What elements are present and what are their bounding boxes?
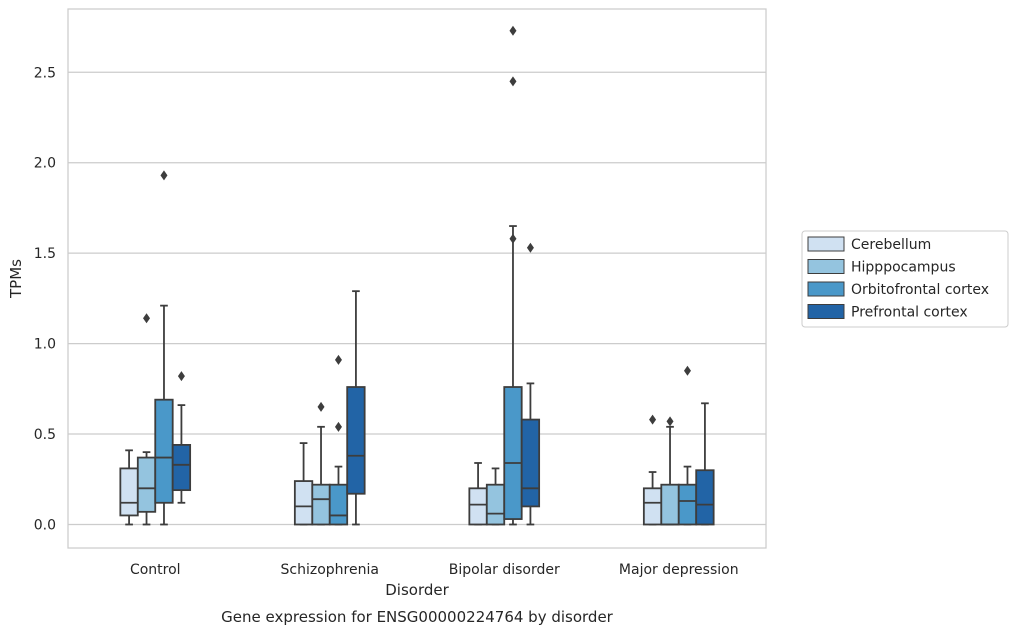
legend-swatch	[807, 281, 845, 297]
y-tick-label: 2.5	[34, 65, 56, 81]
box	[660, 483, 680, 526]
x-tick-label: Schizophrenia	[281, 562, 379, 578]
legend-swatch	[807, 236, 845, 252]
box	[136, 456, 157, 513]
y-axis-ticks: 0.0 0.5 1.0 1.5 2.0 2.5	[34, 65, 56, 533]
box	[328, 483, 349, 526]
legend-item: Orbitofrontal cortex	[807, 281, 989, 298]
outlier-point	[143, 313, 151, 324]
legend-swatch	[807, 304, 845, 319]
box-plot	[485, 467, 506, 526]
legend-frame	[801, 230, 1009, 328]
legend-item: Cerebellum	[807, 236, 931, 253]
legend-label: Prefrontal cortex	[851, 305, 968, 321]
legend-label: Hipppocampus	[851, 260, 956, 276]
box-plot	[520, 242, 541, 526]
box	[485, 483, 506, 526]
box-plot	[293, 442, 314, 526]
outlier-point	[160, 170, 168, 181]
x-axis-label: Disorder	[385, 581, 449, 599]
outlier-point	[509, 233, 517, 244]
y-tick-label: 1.0	[34, 337, 56, 353]
box	[119, 467, 139, 517]
box-plot	[328, 354, 349, 526]
legend: Cerebellum Hipppocampus Orbitofrontal cort…	[801, 230, 1009, 328]
legend-label: Orbitofrontal cortex	[851, 282, 989, 298]
box	[468, 487, 488, 526]
x-tick-label: Major depression	[619, 562, 739, 578]
box	[503, 386, 523, 520]
outlier-point	[334, 354, 342, 365]
outlier-point	[334, 421, 342, 432]
box	[171, 444, 192, 492]
box-plot	[503, 25, 523, 526]
box	[677, 483, 698, 526]
x-tick-label: Bipolar disorder	[449, 562, 560, 578]
box	[293, 480, 314, 526]
y-tick-label: 2.0	[34, 156, 56, 172]
box-plot	[642, 414, 663, 526]
box-plot	[660, 416, 680, 526]
box	[346, 386, 366, 495]
box-plots	[119, 25, 715, 526]
chart-caption: Gene expression for ENSG00000224764 by d…	[221, 608, 614, 626]
box	[311, 483, 331, 526]
box-plot	[171, 371, 192, 504]
y-tick-label: 0.5	[34, 427, 56, 443]
box	[154, 398, 174, 504]
legend-item: Prefrontal cortex	[807, 304, 968, 321]
box-plot	[154, 170, 174, 526]
box	[642, 487, 663, 526]
outlier-point	[509, 25, 517, 36]
y-axis-label: TPMs	[7, 259, 25, 299]
y-tick-label: 1.5	[34, 246, 56, 262]
outlier-point	[649, 414, 657, 425]
x-axis-ticks: Control Schizophrenia Bipolar disorder Majo…	[130, 562, 739, 578]
box-plot	[677, 365, 698, 526]
y-tick-label: 0.0	[34, 517, 56, 533]
box	[520, 418, 541, 508]
plot-area-frame	[67, 8, 767, 549]
outlier-point	[666, 416, 674, 427]
outlier-point	[317, 401, 325, 412]
legend-item: Hipppocampus	[807, 259, 956, 276]
outlier-point	[509, 76, 517, 87]
outlier-point	[526, 242, 534, 253]
legend-label: Cerebellum	[851, 237, 931, 253]
box-plot	[119, 449, 139, 526]
box-plot	[695, 402, 715, 526]
box-plot	[311, 401, 331, 526]
box	[695, 469, 715, 526]
box-plot	[468, 462, 488, 526]
outlier-point	[177, 371, 185, 382]
box-plot	[136, 313, 157, 526]
box-plot	[346, 290, 366, 526]
legend-swatch	[807, 259, 845, 274]
x-tick-label: Control	[130, 562, 181, 578]
outlier-point	[683, 365, 691, 376]
